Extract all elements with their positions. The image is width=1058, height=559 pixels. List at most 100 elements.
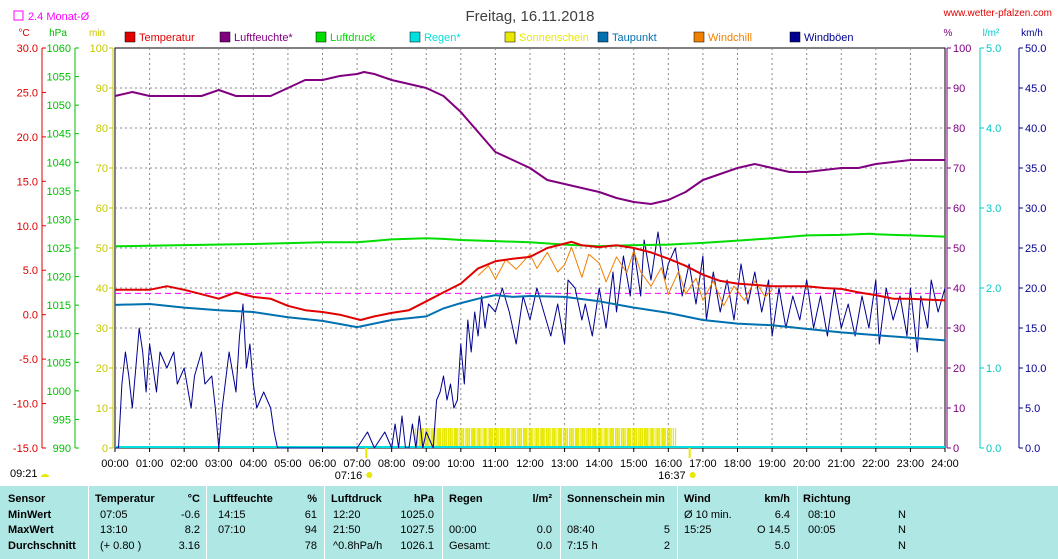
sunshine-bar: [436, 428, 438, 448]
x-tick-label: 07:00: [343, 458, 371, 470]
pressure-axis-tick-label: 1060: [47, 43, 71, 55]
sunshine-bar: [664, 428, 666, 448]
sunshine-bar: [472, 428, 474, 448]
windchill-series: [477, 246, 773, 307]
wind-axis-tick-label: 5.0: [1025, 403, 1040, 415]
sunshine-bar: [488, 428, 490, 448]
sunshine-bar: [503, 428, 505, 448]
sunshine-bar: [453, 428, 456, 448]
sunshine-bar: [662, 428, 664, 448]
site-link[interactable]: www.wetter-pfalzen.com: [943, 8, 1052, 19]
temp-time: (+ 0.80 ): [100, 540, 142, 552]
sunshine-bar: [505, 428, 507, 448]
sunshine-bar: [557, 428, 559, 448]
legend-swatch: [219, 31, 231, 43]
sunshine-bar: [603, 428, 605, 448]
sunshine-bar: [572, 428, 574, 448]
minutes-axis-tick-label: 50: [96, 243, 108, 255]
sunshine-bar: [509, 428, 511, 448]
minutes-axis-tick-label: 20: [96, 363, 108, 375]
humidity-axis-title: %: [944, 28, 953, 39]
press-time: 21:50: [333, 524, 361, 536]
sunshine-bar: [456, 428, 458, 448]
temp-axis-tick-label: 5.0: [23, 265, 38, 277]
sunshine-bar: [514, 428, 517, 448]
minutes-axis-tick-label: 100: [90, 43, 108, 55]
legend-swatch: [789, 31, 801, 43]
pressure-axis-tick-label: 1005: [47, 357, 71, 369]
pressure-axis-tick-label: 1020: [47, 272, 71, 284]
sunshine-bar: [570, 428, 572, 448]
sunshine-bar: [578, 428, 580, 448]
humidity-series: [114, 71, 945, 205]
pressure-axis-tick-label: 1050: [47, 100, 71, 112]
header-pressure: Luftdruck: [331, 493, 382, 505]
sunshine-bar: [669, 428, 671, 448]
sunshine-bar: [511, 428, 513, 448]
sunshine-bar: [480, 428, 482, 448]
axes: 30.0 25.0 20.0 15.0 10.0 5.0 0.0 -5.0 -10.0 -15.0…: [13, 43, 1047, 455]
legend-item: Regen*: [424, 32, 461, 44]
legend-swatch: [315, 31, 327, 43]
sunshine-bar: [476, 428, 478, 448]
humidity-axis-tick-label: 30: [953, 323, 965, 335]
x-tick-label: 10:00: [447, 458, 475, 470]
sunshine-bar: [490, 428, 492, 448]
table-divider: [797, 486, 798, 559]
sunshine-bar: [426, 428, 428, 448]
x-tick-label: 06:00: [309, 458, 337, 470]
axis-titles: °C hPa min% l/m² km/h: [18, 28, 1042, 39]
wind-axis-tick-label: 25.0: [1025, 243, 1046, 255]
dir-value: N: [898, 524, 906, 536]
minutes-axis-tick-label: 70: [96, 163, 108, 175]
rain-time: Gesamt:: [449, 540, 491, 552]
row-label: MaxWert: [8, 524, 54, 536]
header-direction: Richtung: [803, 493, 851, 505]
wind-axis-tick-label: 35.0: [1025, 163, 1046, 175]
pressure-axis-tick-label: 1015: [47, 300, 71, 312]
sunshine-bar: [633, 428, 635, 448]
sunshine-bar: [589, 428, 592, 448]
sunshine-bar: [445, 428, 447, 448]
sunshine-bar: [535, 428, 538, 448]
sun-icon: [41, 474, 49, 477]
temp-axis-tick-label: 20.0: [17, 132, 38, 144]
sunshine-bar: [534, 428, 536, 448]
wind-time: Ø 10 min.: [684, 509, 732, 521]
table-divider: [88, 486, 89, 559]
sunshine-bar: [634, 428, 636, 448]
sunshine-bar: [434, 428, 436, 448]
sunshine-bar: [627, 428, 630, 448]
sunshine-bar: [454, 428, 457, 448]
sunshine-bar: [616, 428, 618, 448]
x-tick-label: 05:00: [274, 458, 302, 470]
sunshine-bar: [543, 428, 545, 448]
sunshine-bar: [553, 428, 555, 448]
legend: Temperatur Luftfeuchte* Luftdruck Regen* Son…: [124, 31, 854, 44]
pressure-axis-tick-label: 1030: [47, 214, 71, 226]
sunshine-bar: [471, 428, 473, 448]
sunshine-bar: [507, 428, 510, 448]
sun-time: 08:40: [567, 524, 595, 536]
sunshine-bar: [499, 428, 502, 448]
sunshine-bar: [437, 428, 439, 448]
sunshine-bar: [599, 428, 601, 448]
humidity-axis-tick-label: 20: [953, 363, 965, 375]
sunset-time: 16:37: [658, 470, 686, 482]
wind-axis-tick-label: 20.0: [1025, 283, 1046, 295]
sunshine-bar: [467, 428, 469, 448]
sunshine-bar: [581, 428, 584, 448]
table-divider: [677, 486, 678, 559]
sunshine-bar: [592, 428, 594, 448]
sunshine-bar: [620, 428, 623, 448]
temp-value: -0.6: [181, 509, 200, 521]
sunshine-bar: [432, 428, 434, 448]
sunshine-bar: [632, 428, 634, 448]
series: [114, 71, 946, 449]
sunshine-bar: [566, 428, 568, 448]
sunshine-bar: [528, 428, 530, 448]
sunshine-bar: [656, 428, 659, 448]
wind-axis-tick-label: 45.0: [1025, 83, 1046, 95]
sunshine-bar: [461, 428, 463, 448]
sunshine-bar: [430, 428, 432, 448]
